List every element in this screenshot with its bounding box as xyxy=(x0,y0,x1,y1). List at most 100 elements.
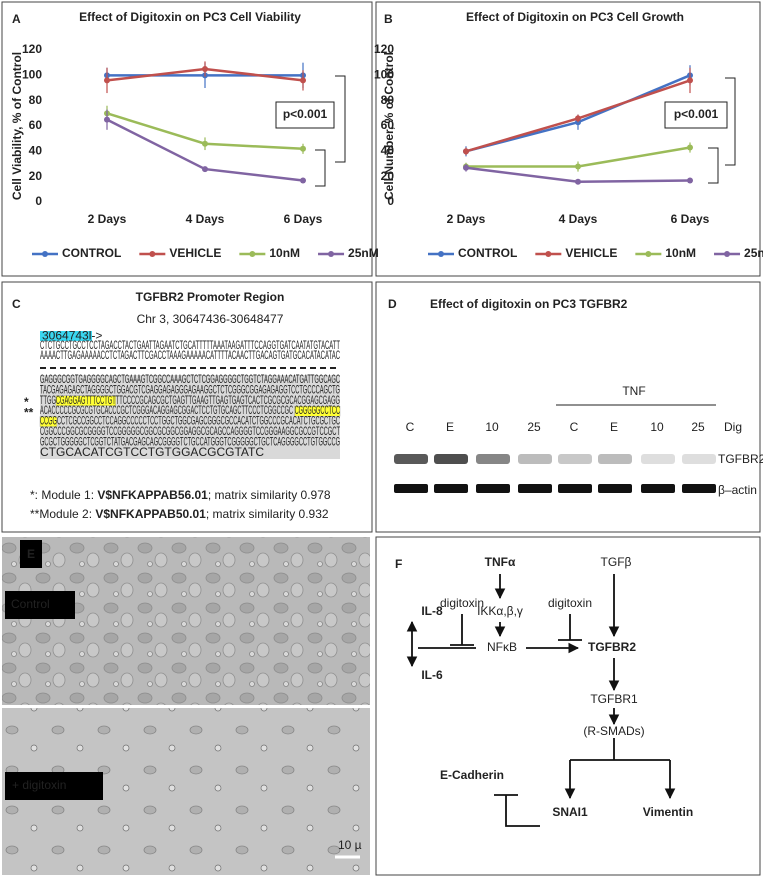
legend-label: CONTROL xyxy=(458,246,517,260)
lane-label: 25 xyxy=(691,420,705,434)
text-run: *: Module 1: xyxy=(30,488,97,502)
legend-label: 10nM xyxy=(665,246,696,260)
x-tick-label: 6 Days xyxy=(284,212,323,226)
lane-label: E xyxy=(446,420,454,434)
bracket xyxy=(725,77,736,166)
band-tgfbr2 xyxy=(641,454,675,464)
sequence-line: GCGCTGGGGGCTCGGTCTATGACGAGCAGCGGGGTCTGCC… xyxy=(40,435,340,449)
scale-label: 10 µ xyxy=(338,838,362,852)
band-tgfbr2 xyxy=(394,454,428,464)
y-tick-label: 20 xyxy=(381,169,395,183)
text-run: CGGGGGCCTCC xyxy=(295,403,341,417)
sequence-line: CGGCCCGGCGCGGGGTCCGGGGGCGGCGCGGCGGAGGCGC… xyxy=(40,424,340,438)
annotation: p<0.001 xyxy=(674,107,719,121)
node-ikk: IKKα,β,γ xyxy=(477,604,523,618)
panel-label: C xyxy=(12,297,21,311)
condition-label: + digitoxin xyxy=(12,778,66,792)
legend-dot xyxy=(645,251,652,257)
data-point xyxy=(687,144,693,151)
chart-title: Effect of Digitoxin on PC3 Cell Growth xyxy=(466,10,684,24)
row-label: β–actin xyxy=(718,483,757,497)
band-tgfbr2 xyxy=(476,454,510,464)
text-run: AAAACTTGAGAAAAACCTCTAGACTTCGACCTAAAGAAAA… xyxy=(40,348,340,362)
data-point xyxy=(202,140,208,147)
panel-label: A xyxy=(12,12,21,26)
band-tgfbr2 xyxy=(558,454,592,464)
legend-dot xyxy=(249,251,256,257)
data-point xyxy=(575,163,581,170)
arrow xyxy=(558,614,582,641)
band-tgfbr2 xyxy=(682,454,716,464)
group-label: TNF xyxy=(622,384,645,398)
panel-b-frame xyxy=(375,1,761,277)
legend-label: CONTROL xyxy=(62,246,121,260)
lane-row-label: Dig xyxy=(724,420,742,434)
band-actin xyxy=(434,484,468,493)
node-dig1: digitoxin xyxy=(440,596,484,610)
chart-title: Effect of Digitoxin on PC3 Cell Viabilit… xyxy=(79,10,301,24)
legend-dot xyxy=(42,251,48,257)
bracket xyxy=(708,147,719,184)
sequence-line: TTGGCGAGGAGTTTCCTGTTTCCCCGCAGCGCTGAGTTGA… xyxy=(40,393,340,407)
data-point xyxy=(687,177,693,184)
data-point xyxy=(300,145,306,152)
legend-dot xyxy=(438,251,444,257)
content: A Effect of Digitoxin on PC3 Cell Viabili… xyxy=(2,10,763,875)
lane-label: C xyxy=(406,420,415,434)
sequence-line: CTCTGCCTGCCTCCTAGACCTACTGAATTAGAATCTGCAT… xyxy=(40,338,340,352)
seq-marker: ** xyxy=(24,405,34,419)
start-tag-bg xyxy=(40,331,92,341)
text-run: CCGG xyxy=(40,414,57,428)
node-dig2: digitoxin xyxy=(548,596,592,610)
text-run: CCTCGCCGGCCTCCAGGCCCCCTCCTGGCTGGCGAGCGGG… xyxy=(57,414,340,428)
text-run: ACACCCCCGCGCGTGCACCCGCTCGGGACAGGAGCGGACT… xyxy=(40,403,295,417)
sequence-line: AAAACTTGAGAAAAACCTCTAGACTTCGACCTAAAGAAAA… xyxy=(40,348,340,362)
panel-label: B xyxy=(384,12,393,26)
text-run: ; matrix similarity 0.978 xyxy=(208,488,331,502)
text-run: TTGG xyxy=(40,393,56,407)
label-box xyxy=(5,772,103,800)
text-run: TTCCCCGCAGCGCTGAGTTGAAGTTGAGTGAGTCACTCGC… xyxy=(116,393,340,407)
arrow xyxy=(450,614,474,646)
y-tick-label: 80 xyxy=(381,93,395,107)
panel-f-frame xyxy=(375,536,761,876)
x-tick-label: 4 Days xyxy=(186,212,225,226)
band-actin xyxy=(558,484,592,493)
seq-marker: * xyxy=(24,395,29,409)
node-nfkb: NFκB xyxy=(487,640,517,654)
module-note: *: Module 1: V$NFKAPPAB56.01; matrix sim… xyxy=(30,488,331,502)
blot-title: Effect of digitoxin on PC3 TGFBR2 xyxy=(430,297,628,311)
y-tick-label: 0 xyxy=(387,194,394,208)
x-tick-label: 4 Days xyxy=(559,212,598,226)
lane-label: C xyxy=(570,420,579,434)
lane-label: 10 xyxy=(485,420,499,434)
legend-label: VEHICLE xyxy=(169,246,221,260)
text-run: CGAGGAGTTTCCTGT xyxy=(56,393,116,407)
legend-label: 10nM xyxy=(269,246,300,260)
band-tgfbr2 xyxy=(434,454,468,464)
y-tick-label: 100 xyxy=(22,68,42,82)
text-run: CTCTGCCTGCCTCCTAGACCTACTGAATTAGAATCTGCAT… xyxy=(40,338,340,352)
data-point xyxy=(202,66,208,72)
y-axis-label: Cell Number, % of Control xyxy=(382,52,396,200)
sequence-line: GAGGGCGGTGAGGGGCAGCTGAAAGTCGGCCAAAGCTCTC… xyxy=(40,372,340,386)
band-actin xyxy=(476,484,510,493)
band-actin xyxy=(518,484,552,493)
node-tgfbr2: TGFBR2 xyxy=(588,640,636,654)
y-axis-label: Cell Viability, % of Control xyxy=(10,52,24,200)
band-actin xyxy=(394,484,428,493)
panel-label: E xyxy=(27,547,35,561)
micrograph-top xyxy=(2,537,370,705)
text-run: **Module 2: xyxy=(30,507,95,521)
data-point xyxy=(687,77,693,84)
promoter-subtitle: Chr 3, 30647436-30648477 xyxy=(137,312,284,326)
bracket xyxy=(335,75,346,163)
data-point xyxy=(300,77,306,84)
y-tick-label: 80 xyxy=(29,93,43,107)
y-tick-label: 100 xyxy=(374,68,394,82)
band-tgfbr2 xyxy=(518,454,552,464)
data-point xyxy=(575,115,581,122)
sequence-line: ACACCCCCGCGCGTGCACCCGCTCGGGACAGGAGCGGACT… xyxy=(40,403,340,417)
sequence-line: CCGGCCTCGCCGGCCTCCAGGCCCCCTCCTGGCTGGCGAG… xyxy=(40,414,340,428)
seq-block-bg xyxy=(40,375,340,459)
